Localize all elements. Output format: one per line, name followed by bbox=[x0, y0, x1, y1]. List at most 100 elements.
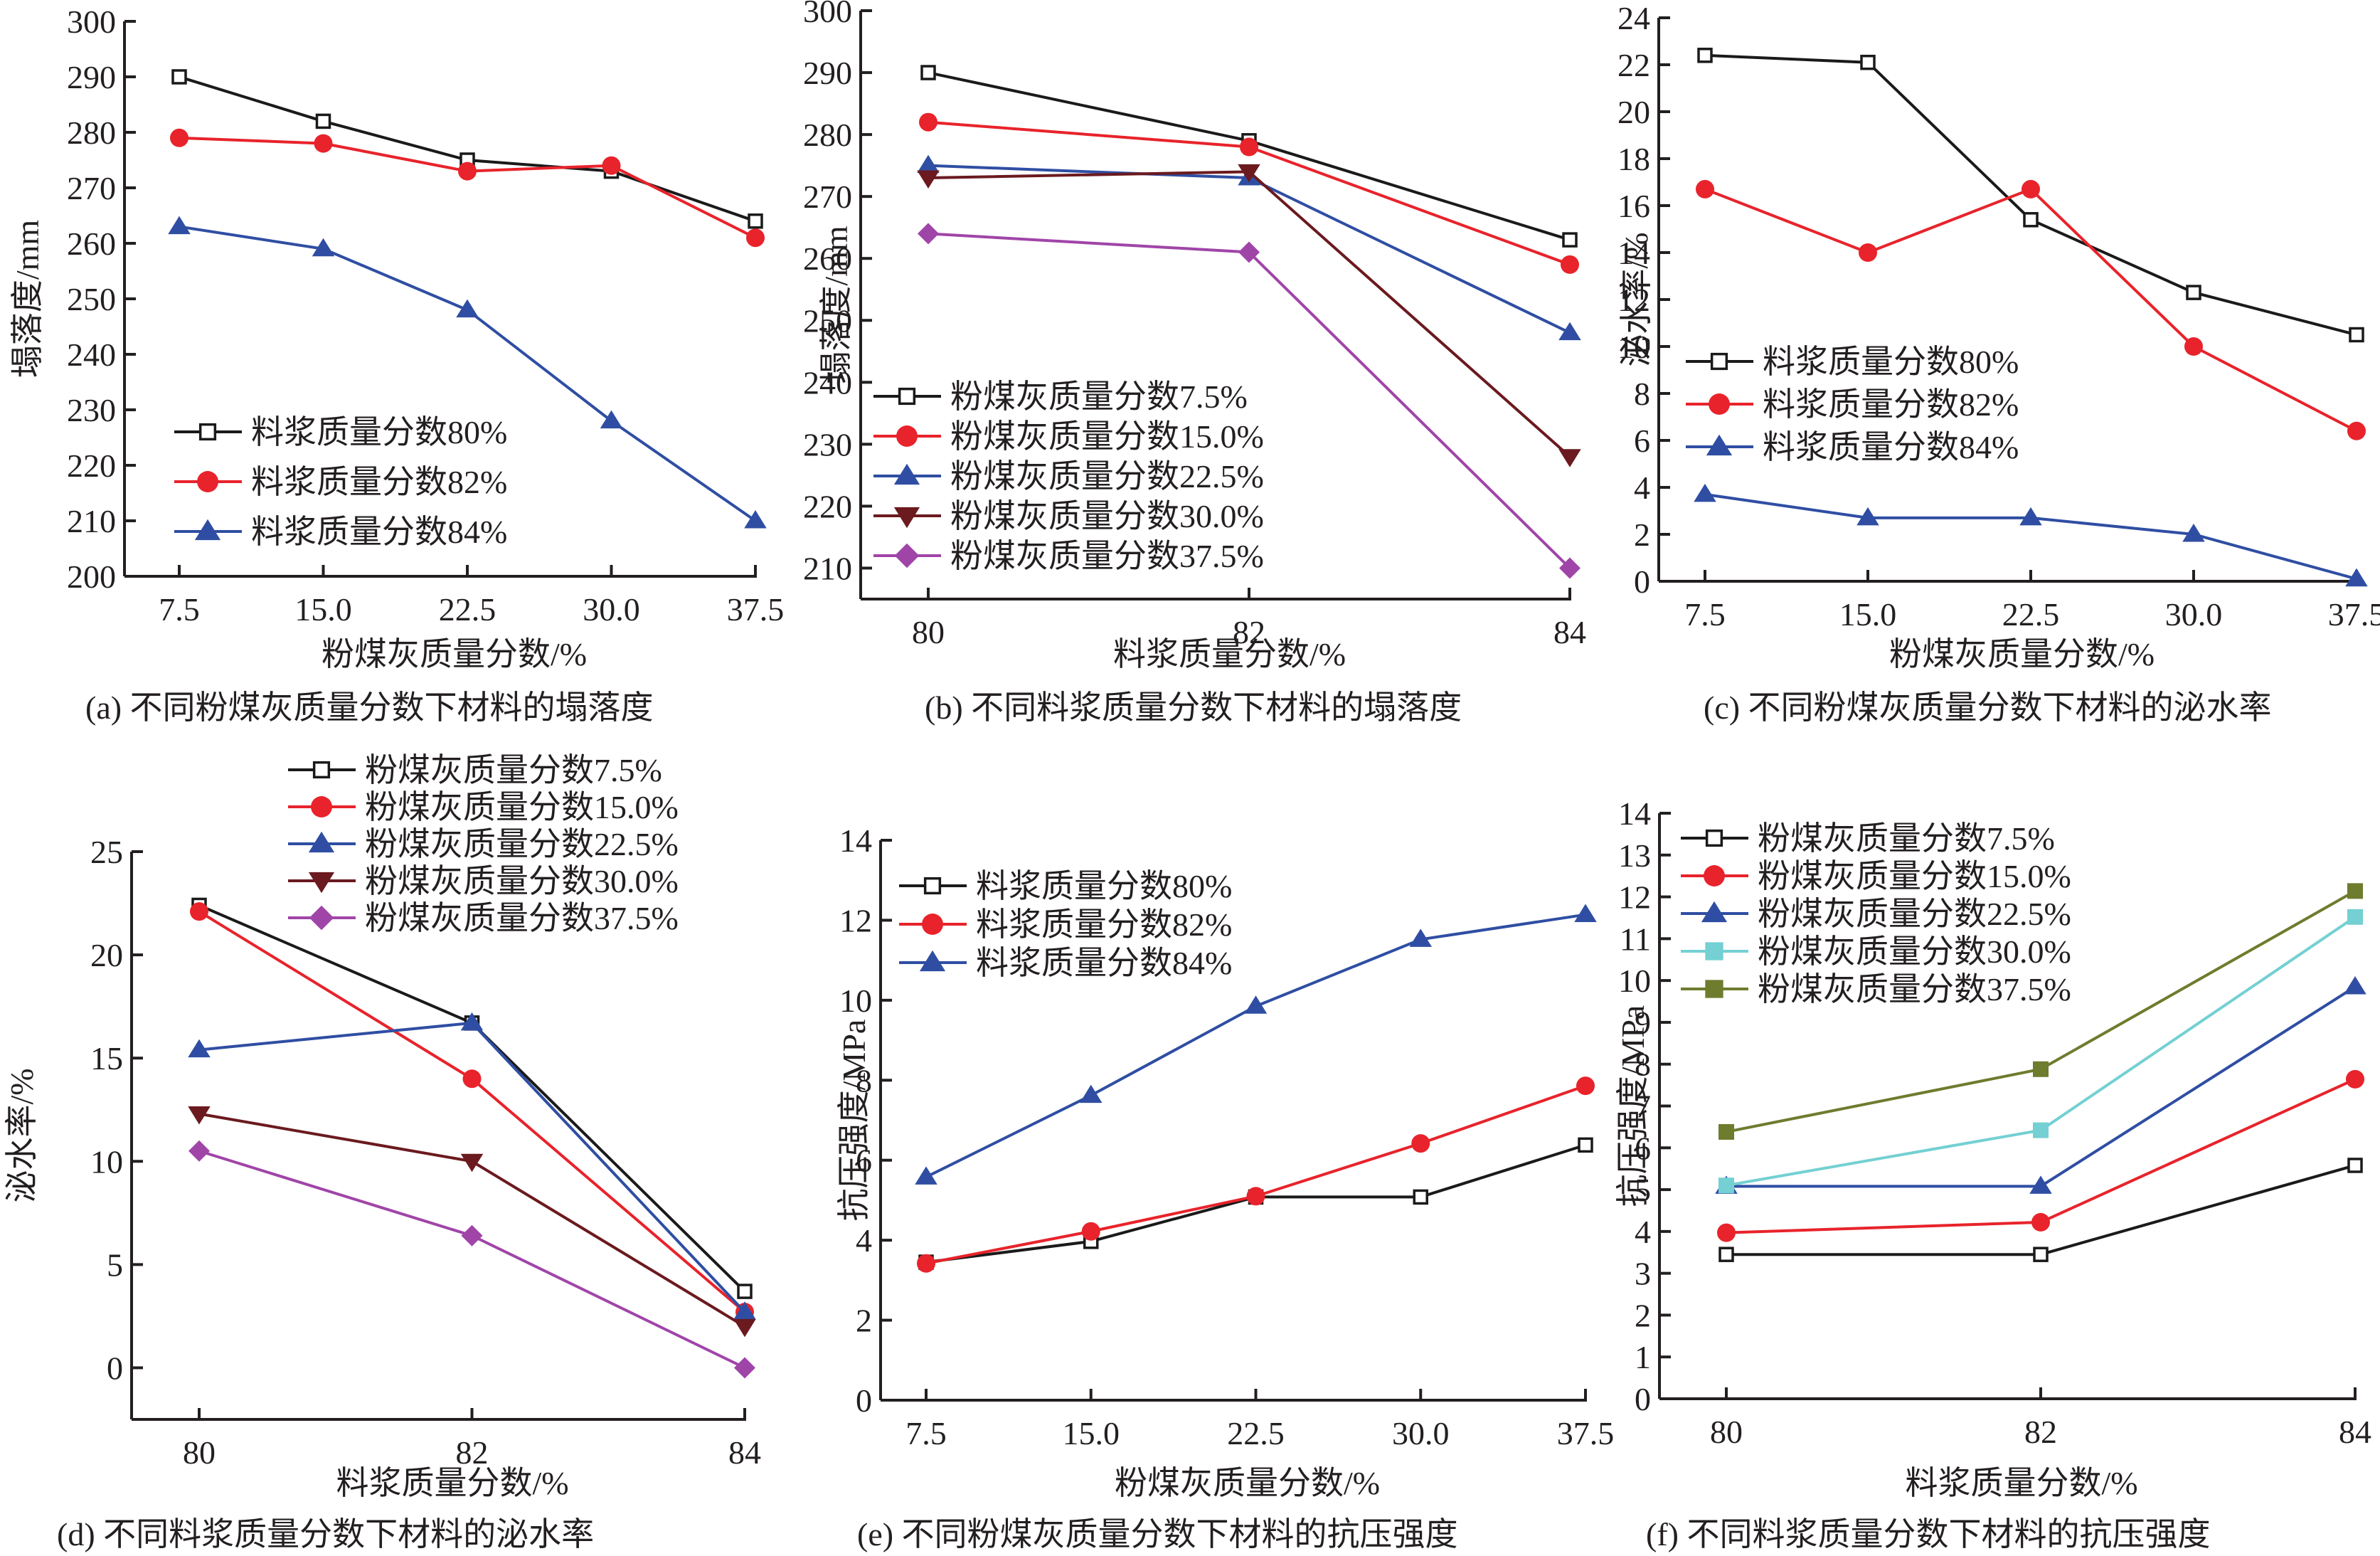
y-axis-label: 塌落度/mm bbox=[9, 220, 46, 379]
data-point bbox=[1718, 1123, 1734, 1140]
x-axis-label: 料浆质量分数/% bbox=[336, 1465, 568, 1501]
y-tick-label: 22 bbox=[1617, 47, 1650, 83]
legend-label: 粉煤灰质量分数30.0% bbox=[950, 498, 1264, 534]
legend: 粉煤灰质量分数7.5%粉煤灰质量分数15.0%粉煤灰质量分数22.5% 粉煤灰质量… bbox=[873, 379, 1264, 574]
data-point bbox=[2347, 883, 2363, 899]
data-point bbox=[1559, 557, 1581, 579]
legend-label: 粉煤灰质量分数30.0% bbox=[1758, 933, 2071, 970]
data-point bbox=[1578, 1137, 1593, 1153]
data-point bbox=[2186, 285, 2201, 300]
y-tick-label: 14 bbox=[1617, 235, 1650, 271]
panel-caption: (c) 不同粉煤灰质量分数下材料的泌水率 bbox=[1704, 689, 2272, 726]
data-point bbox=[917, 170, 940, 189]
y-tick-label: 290 bbox=[803, 55, 852, 91]
legend-item: 粉煤灰质量分数7.5% bbox=[1681, 820, 2055, 857]
y-tick-label: 6 bbox=[1634, 423, 1650, 459]
x-tick-label: 84 bbox=[1553, 614, 1586, 650]
legend-marker bbox=[312, 761, 331, 779]
y-tick-label: 5 bbox=[107, 1247, 123, 1283]
series-5 bbox=[188, 1140, 755, 1379]
legend-marker bbox=[1704, 865, 1725, 887]
y-tick-label: 15 bbox=[90, 1040, 123, 1076]
data-point bbox=[1856, 507, 1879, 526]
data-point bbox=[1558, 322, 1581, 341]
legend-label: 料浆质量分数82% bbox=[976, 906, 1232, 943]
x-tick-label: 84 bbox=[728, 1434, 761, 1471]
y-tick-label: 220 bbox=[803, 488, 852, 524]
y-tick-label: 14 bbox=[839, 822, 872, 859]
data-point bbox=[2033, 1247, 2049, 1262]
x-axis-label: 料浆质量分数/% bbox=[1905, 1465, 2137, 1501]
y-tick-label: 6 bbox=[856, 1143, 872, 1179]
legend-marker bbox=[309, 905, 334, 931]
y-tick-label: 230 bbox=[67, 392, 116, 428]
y-tick-label: 300 bbox=[67, 4, 116, 40]
series-2 bbox=[190, 902, 754, 1322]
data-point bbox=[1413, 1189, 1428, 1205]
x-tick-label: 82 bbox=[1233, 614, 1265, 650]
chart-e: 0 2 4 6 8 10 12 14 7.5 15.0 22.5 30.0 37.5 粉煤灰质量分数/% 抗… bbox=[836, 822, 1614, 1552]
series-3 bbox=[1715, 975, 2366, 1194]
legend-label: 料浆质量分数84% bbox=[976, 945, 1232, 981]
legend-item: 粉煤灰质量分数22.5% bbox=[288, 826, 679, 862]
y-axis-label: 抗压强度/MPa bbox=[836, 1020, 872, 1222]
legend-label: 粉煤灰质量分数7.5% bbox=[950, 379, 1248, 415]
data-point bbox=[2184, 337, 2203, 356]
x-tick-label: 22.5 bbox=[2002, 596, 2060, 633]
series-1 bbox=[1697, 48, 2364, 343]
legend-label: 粉煤灰质量分数37.5% bbox=[950, 538, 1264, 574]
data-point bbox=[733, 1301, 756, 1320]
series-3 bbox=[168, 216, 767, 529]
legend-label: 粉煤灰质量分数22.5% bbox=[1758, 896, 2071, 932]
y-tick-label: 4 bbox=[1635, 1214, 1651, 1250]
legend-item: 粉煤灰质量分数15.0% bbox=[288, 789, 679, 825]
y-tick-label: 240 bbox=[67, 337, 116, 373]
y-axis-label: 泌水率/% bbox=[1618, 232, 1654, 366]
data-point bbox=[2346, 1069, 2364, 1089]
y-tick-label: 12 bbox=[1618, 879, 1651, 916]
y-tick-label: 10 bbox=[1617, 329, 1650, 365]
data-point bbox=[1694, 483, 1716, 502]
y-tick-label: 20 bbox=[1617, 94, 1650, 130]
data-point bbox=[1718, 1177, 1734, 1194]
data-point bbox=[1859, 243, 1877, 262]
y-tick-label: 230 bbox=[803, 426, 852, 462]
y-tick-label: 3 bbox=[1635, 1256, 1651, 1292]
x-tick-label: 7.5 bbox=[1684, 596, 1726, 633]
series-1 bbox=[171, 69, 763, 229]
x-tick-label: 22.5 bbox=[1227, 1415, 1285, 1451]
data-point bbox=[2347, 421, 2366, 440]
legend-label: 粉煤灰质量分数15.0% bbox=[365, 789, 679, 825]
y-tick-label: 9 bbox=[1635, 1005, 1651, 1041]
data-point bbox=[312, 238, 335, 257]
legend-marker bbox=[923, 877, 942, 895]
data-point bbox=[2345, 568, 2368, 587]
data-point bbox=[915, 1166, 937, 1185]
data-point bbox=[1081, 1222, 1100, 1241]
data-point bbox=[733, 1318, 756, 1338]
data-point bbox=[1696, 179, 1714, 199]
panel-caption: (e) 不同粉煤灰质量分数下材料的抗压强度 bbox=[857, 1516, 1458, 1552]
y-tick-label: 24 bbox=[1617, 0, 1650, 36]
data-point bbox=[461, 1224, 483, 1247]
y-tick-label: 200 bbox=[67, 559, 116, 595]
data-point bbox=[737, 1284, 753, 1299]
data-point bbox=[2349, 327, 2364, 343]
y-tick-label: 7 bbox=[1635, 1089, 1651, 1125]
series-line bbox=[198, 910, 746, 1313]
data-point bbox=[1717, 1223, 1736, 1242]
x-tick-label: 22.5 bbox=[439, 591, 496, 628]
series-5 bbox=[1718, 883, 2363, 1140]
data-point bbox=[188, 1140, 210, 1162]
chart-a: 200 210 220 230 240 250 260 270 280 290 300 7.5 15.0… bbox=[9, 4, 784, 726]
series-4 bbox=[188, 1106, 756, 1338]
series-4 bbox=[1718, 909, 2363, 1194]
y-tick-label: 0 bbox=[1635, 1381, 1651, 1417]
data-point bbox=[748, 213, 763, 229]
y-tick-label: 13 bbox=[1618, 837, 1651, 874]
legend-marker bbox=[1705, 980, 1723, 998]
legend-item: 粉煤灰质量分数15.0% bbox=[873, 418, 1264, 455]
data-point bbox=[2019, 507, 2042, 526]
legend: 料浆质量分数80% 料浆质量分数82% 料浆质量分数84% bbox=[174, 414, 507, 550]
